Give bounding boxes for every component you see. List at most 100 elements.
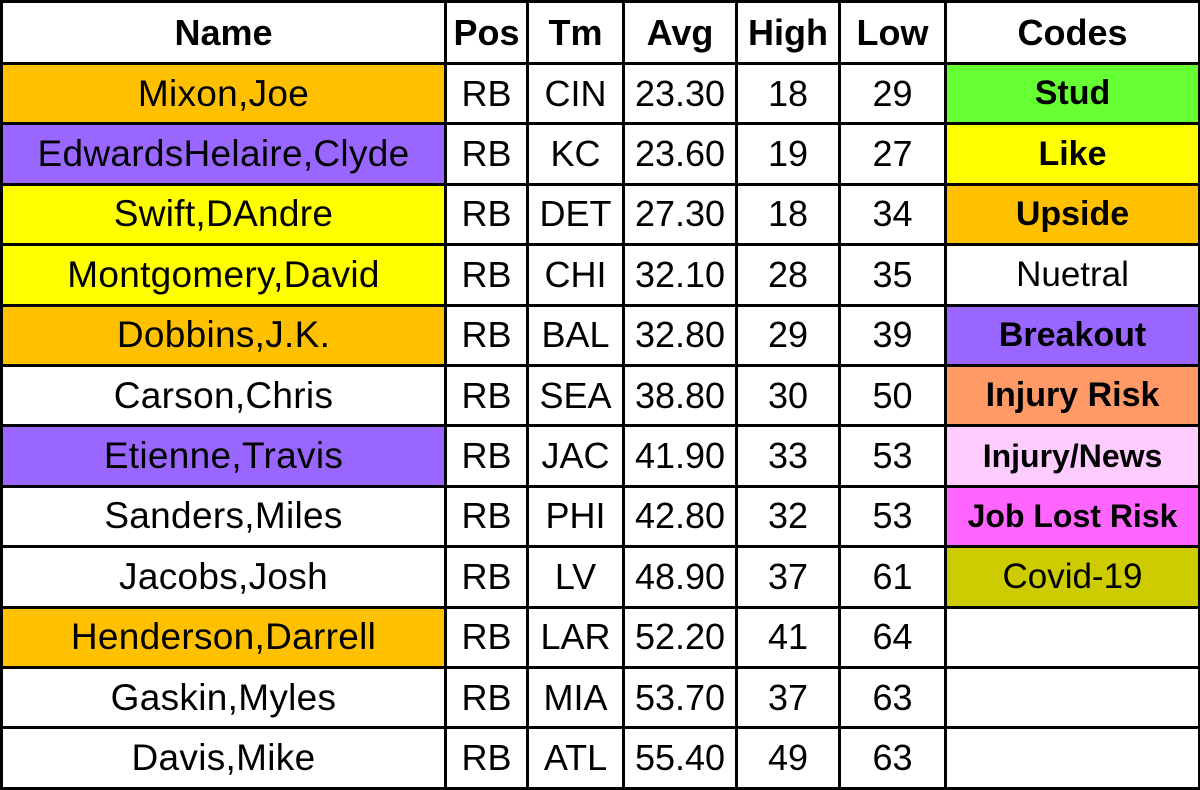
table-row: Montgomery,David RB CHI 32.10 28 35 Nuetral [0,243,1200,307]
pos-cell: RB [444,122,529,186]
table-row: Mixon,Joe RB CIN 23.30 18 29 Stud [0,61,1200,126]
code-cell: Job Lost Risk [944,484,1200,549]
low-cell: 53 [838,424,947,488]
pos-cell: RB [444,303,529,367]
pos-cell: RB [444,484,529,549]
low-cell: 53 [838,484,947,549]
table-row: EdwardsHelaire,Clyde RB KC 23.60 19 27 Like [0,122,1200,186]
avg-cell: 42.80 [622,484,738,549]
high-cell: 30 [735,363,841,428]
code-cell: Like [944,122,1200,186]
high-cell: 29 [735,303,841,367]
table-row: Gaskin,Myles RB MIA 53.70 37 63 [0,665,1200,730]
avg-cell: 32.80 [622,303,738,367]
name-cell: Mixon,Joe [0,61,447,126]
low-cell: 34 [838,182,947,247]
avg-cell: 23.30 [622,61,738,126]
header-codes: Codes [944,0,1200,65]
name-cell: Sanders,Miles [0,484,447,549]
pos-cell: RB [444,605,529,669]
table-row: Jacobs,Josh RB LV 48.90 37 61 Covid-19 [0,545,1200,609]
high-cell: 19 [735,122,841,186]
avg-cell: 23.60 [622,122,738,186]
avg-cell: 55.40 [622,726,738,790]
name-cell: Jacobs,Josh [0,545,447,609]
header-avg: Avg [622,0,738,65]
pos-cell: RB [444,424,529,488]
code-cell [944,726,1200,790]
code-cell [944,605,1200,669]
table-row: Carson,Chris RB SEA 38.80 30 50 Injury Risk [0,363,1200,428]
name-cell: Henderson,Darrell [0,605,447,669]
table-row: Etienne,Travis RB JAC 41.90 33 53 Injury/News [0,424,1200,488]
pos-cell: RB [444,665,529,730]
tm-cell: JAC [526,424,625,488]
low-cell: 29 [838,61,947,126]
code-cell: Upside [944,182,1200,247]
low-cell: 61 [838,545,947,609]
pos-cell: RB [444,726,529,790]
name-cell: EdwardsHelaire,Clyde [0,122,447,186]
name-cell: Montgomery,David [0,243,447,307]
table-row: Sanders,Miles RB PHI 42.80 32 53 Job Lost Risk [0,484,1200,549]
tm-cell: LV [526,545,625,609]
header-pos: Pos [444,0,529,65]
avg-cell: 53.70 [622,665,738,730]
tm-cell: DET [526,182,625,247]
name-cell: Carson,Chris [0,363,447,428]
low-cell: 50 [838,363,947,428]
high-cell: 49 [735,726,841,790]
name-cell: Dobbins,J.K. [0,303,447,367]
code-cell: Breakout [944,303,1200,367]
code-cell: Nuetral [944,243,1200,307]
tm-cell: CIN [526,61,625,126]
high-cell: 18 [735,61,841,126]
code-cell: Injury/News [944,424,1200,488]
high-cell: 28 [735,243,841,307]
name-cell: Gaskin,Myles [0,665,447,730]
high-cell: 18 [735,182,841,247]
header-name: Name [0,0,447,65]
table-row: Swift,DAndre RB DET 27.30 18 34 Upside [0,182,1200,247]
header-high: High [735,0,841,65]
low-cell: 63 [838,726,947,790]
avg-cell: 41.90 [622,424,738,488]
low-cell: 35 [838,243,947,307]
pos-cell: RB [444,243,529,307]
avg-cell: 52.20 [622,605,738,669]
high-cell: 37 [735,665,841,730]
code-cell [944,665,1200,730]
code-cell: Stud [944,61,1200,126]
high-cell: 32 [735,484,841,549]
pos-cell: RB [444,363,529,428]
header-low: Low [838,0,947,65]
avg-cell: 48.90 [622,545,738,609]
tm-cell: KC [526,122,625,186]
name-cell: Swift,DAndre [0,182,447,247]
tm-cell: PHI [526,484,625,549]
code-cell: Covid-19 [944,545,1200,609]
high-cell: 41 [735,605,841,669]
tm-cell: ATL [526,726,625,790]
table-row: Henderson,Darrell RB LAR 52.20 41 64 [0,605,1200,669]
high-cell: 37 [735,545,841,609]
header-tm: Tm [526,0,625,65]
header-row: Name Pos Tm Avg High Low Codes [0,0,1200,65]
low-cell: 63 [838,665,947,730]
table-row: Dobbins,J.K. RB BAL 32.80 29 39 Breakout [0,303,1200,367]
tm-cell: BAL [526,303,625,367]
tm-cell: MIA [526,665,625,730]
avg-cell: 27.30 [622,182,738,247]
low-cell: 27 [838,122,947,186]
high-cell: 33 [735,424,841,488]
tm-cell: SEA [526,363,625,428]
tm-cell: CHI [526,243,625,307]
low-cell: 39 [838,303,947,367]
table-row: Davis,Mike RB ATL 55.40 49 63 [0,726,1200,790]
name-cell: Etienne,Travis [0,424,447,488]
avg-cell: 32.10 [622,243,738,307]
pos-cell: RB [444,545,529,609]
code-cell: Injury Risk [944,363,1200,428]
tm-cell: LAR [526,605,625,669]
